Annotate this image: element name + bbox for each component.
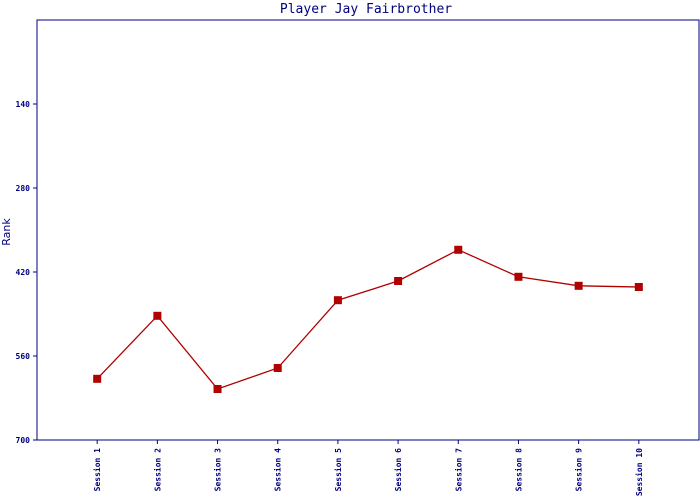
x-tick-label: Session 7 <box>453 448 463 492</box>
point-marker <box>93 374 102 383</box>
plot-frame <box>36 19 700 441</box>
y-tick-label: 420 <box>16 268 31 277</box>
y-axis-label: Rank <box>0 218 13 246</box>
x-tick-label: Session 8 <box>513 448 523 492</box>
x-tick-label: Session 5 <box>333 448 343 492</box>
y-tick-label: 700 <box>16 436 31 445</box>
x-tick-label: Session 4 <box>273 448 283 492</box>
x-tick-label: Session 3 <box>213 448 223 492</box>
point-marker <box>454 245 463 254</box>
x-tick-label: Session 6 <box>393 448 403 492</box>
series-line <box>96 249 639 390</box>
x-tick-label: Session 10 <box>634 448 644 496</box>
chart-title: Player Jay Fairbrother <box>280 2 452 17</box>
y-tick-label: 560 <box>16 352 31 361</box>
point-marker <box>333 296 342 305</box>
x-tick-label: Session 1 <box>92 448 102 492</box>
x-tick-label: Session 2 <box>152 448 162 492</box>
point-marker <box>574 281 583 290</box>
point-marker <box>273 364 282 372</box>
point-marker <box>153 311 162 320</box>
point-marker <box>634 283 643 291</box>
y-tick-label: 140 <box>16 100 31 109</box>
point-marker <box>394 277 403 285</box>
point-marker <box>213 385 222 393</box>
x-tick-label: Session 9 <box>574 448 584 492</box>
y-tick-label: 280 <box>16 184 31 193</box>
point-marker <box>514 272 523 281</box>
